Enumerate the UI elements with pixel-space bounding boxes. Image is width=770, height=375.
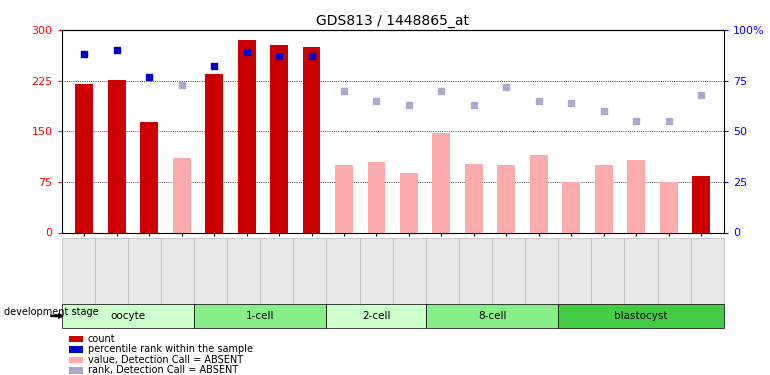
Text: oocyte: oocyte [110, 311, 146, 321]
Point [695, 92, 707, 98]
Bar [594, 165, 613, 232]
Point [435, 88, 447, 94]
Point [338, 88, 350, 94]
Point [403, 102, 415, 108]
Text: 8-cell: 8-cell [477, 311, 507, 321]
Bar [692, 177, 710, 232]
Bar [206, 74, 223, 232]
Title: GDS813 / 1448865_at: GDS813 / 1448865_at [316, 13, 469, 28]
Bar [433, 133, 450, 232]
Text: count: count [88, 334, 116, 344]
Point [662, 118, 675, 124]
Bar [303, 47, 320, 232]
Bar [497, 165, 515, 232]
Bar [367, 162, 386, 232]
Bar [238, 40, 256, 232]
Point [111, 47, 123, 53]
Point [273, 53, 285, 59]
Bar [400, 173, 418, 232]
Point [565, 100, 578, 106]
Bar [335, 165, 353, 232]
Bar [75, 84, 93, 232]
Bar [140, 123, 158, 232]
Bar [465, 164, 483, 232]
Text: 1-cell: 1-cell [246, 311, 275, 321]
Point [240, 49, 253, 55]
Text: blastocyst: blastocyst [614, 311, 668, 321]
Bar [108, 80, 126, 232]
Point [500, 84, 513, 90]
Point [208, 63, 220, 69]
Bar [172, 158, 191, 232]
Point [598, 108, 610, 114]
Bar [270, 45, 288, 232]
Point [370, 98, 383, 104]
Point [467, 102, 480, 108]
Bar [660, 182, 678, 232]
Text: value, Detection Call = ABSENT: value, Detection Call = ABSENT [88, 355, 243, 365]
Point [176, 82, 188, 88]
Bar [562, 182, 580, 232]
Text: rank, Detection Call = ABSENT: rank, Detection Call = ABSENT [88, 366, 238, 375]
Bar [628, 160, 645, 232]
Point [533, 98, 545, 104]
Point [306, 53, 318, 59]
Text: development stage: development stage [4, 307, 99, 317]
Point [79, 51, 91, 57]
Text: 2-cell: 2-cell [362, 311, 390, 321]
Point [143, 74, 156, 80]
Point [630, 118, 642, 124]
Bar [530, 155, 547, 232]
Text: percentile rank within the sample: percentile rank within the sample [88, 345, 253, 354]
